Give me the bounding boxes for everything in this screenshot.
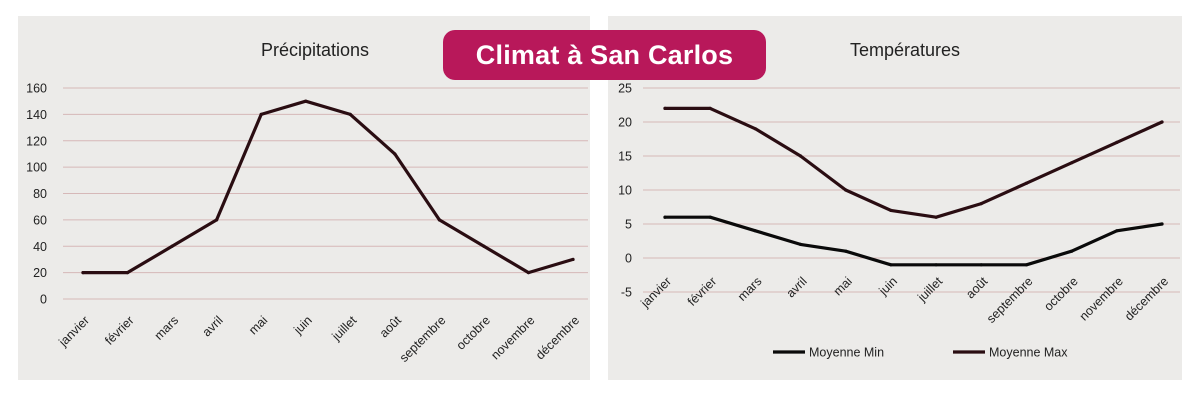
data-point bbox=[1115, 229, 1119, 233]
x-tick-label: novembre bbox=[1077, 274, 1126, 323]
x-tick-label: juillet bbox=[329, 313, 360, 344]
data-point bbox=[526, 271, 531, 275]
y-tick-label: 20 bbox=[33, 266, 47, 280]
series-line-0 bbox=[81, 99, 575, 275]
series-line-1 bbox=[663, 106, 1164, 219]
data-point bbox=[393, 152, 397, 156]
data-point bbox=[1160, 222, 1164, 226]
data-point bbox=[170, 244, 174, 248]
chart-title: Températures bbox=[850, 40, 960, 60]
y-tick-label: 15 bbox=[618, 150, 632, 164]
temperature-chart: Températures -5 0 5 10 15 20 25 janvier février ma… bbox=[618, 40, 1180, 360]
x-tick-label: décembre bbox=[533, 313, 582, 362]
x-tick-label: février bbox=[102, 313, 136, 347]
data-point bbox=[259, 112, 263, 116]
y-tick-label: 40 bbox=[33, 240, 47, 254]
data-point bbox=[1070, 249, 1074, 253]
y-tick-label: 0 bbox=[625, 252, 632, 266]
x-tick-label: avril bbox=[200, 313, 226, 339]
data-point bbox=[215, 218, 219, 222]
x-tick-label: août bbox=[963, 274, 990, 301]
y-tick-label: 5 bbox=[625, 218, 632, 232]
y-tick-label: 60 bbox=[33, 213, 47, 227]
data-point bbox=[708, 106, 712, 110]
data-point bbox=[571, 257, 575, 262]
data-point bbox=[979, 263, 983, 267]
x-tick-label: septembre bbox=[397, 313, 449, 365]
legend-label: Moyenne Max bbox=[989, 346, 1068, 360]
y-tick-label: 20 bbox=[618, 116, 632, 130]
x-tick-label: août bbox=[377, 313, 404, 340]
x-tick-label: octobre bbox=[1041, 274, 1080, 313]
data-point bbox=[304, 99, 308, 103]
data-point bbox=[753, 229, 757, 233]
x-tick-label: novembre bbox=[488, 313, 537, 362]
data-point bbox=[348, 112, 352, 116]
data-point bbox=[482, 244, 486, 248]
data-point bbox=[889, 208, 893, 212]
y-tick-label: 100 bbox=[26, 161, 47, 175]
chart-title: Précipitations bbox=[261, 40, 369, 60]
y-tick-label: 80 bbox=[33, 187, 47, 201]
data-point bbox=[1070, 161, 1074, 165]
data-point bbox=[844, 249, 848, 253]
x-tick-label: avril bbox=[784, 274, 810, 300]
data-point bbox=[798, 242, 803, 246]
x-tick-label: janvier bbox=[55, 313, 92, 350]
y-tick-label: 0 bbox=[40, 293, 47, 307]
data-point bbox=[979, 202, 983, 206]
data-point bbox=[844, 188, 848, 192]
y-tick-label: 140 bbox=[26, 108, 47, 122]
x-tick-label: janvier bbox=[637, 274, 674, 311]
data-point bbox=[663, 106, 667, 110]
y-tick-label: 10 bbox=[618, 184, 632, 198]
x-tick-label: mars bbox=[152, 313, 182, 343]
data-point bbox=[1024, 181, 1029, 185]
y-tick-label: 25 bbox=[618, 82, 632, 96]
data-point bbox=[889, 263, 893, 267]
y-tick-label: 120 bbox=[26, 134, 47, 148]
x-tick-label: juillet bbox=[914, 274, 945, 305]
data-point bbox=[663, 215, 667, 219]
data-point bbox=[708, 215, 712, 219]
x-tick-label: mai bbox=[246, 313, 270, 337]
x-tick-label: septembre bbox=[984, 274, 1036, 326]
data-point bbox=[125, 271, 130, 275]
x-tick-label: mai bbox=[831, 274, 855, 298]
y-tick-label: -5 bbox=[621, 286, 632, 300]
x-tick-label: juin bbox=[876, 274, 900, 298]
x-tick-label: mars bbox=[735, 274, 765, 304]
page-title-banner: Climat à San Carlos bbox=[443, 30, 766, 80]
data-point bbox=[1115, 140, 1119, 144]
data-point bbox=[81, 271, 85, 275]
data-point bbox=[934, 263, 938, 267]
data-point bbox=[437, 218, 441, 222]
data-point bbox=[798, 154, 803, 158]
data-point bbox=[934, 215, 938, 219]
x-tick-label: juin bbox=[290, 313, 314, 337]
data-point bbox=[1024, 263, 1029, 267]
precipitation-chart: Précipitations 0 20 40 60 80 100 120 140 160 janvi… bbox=[26, 40, 588, 365]
x-tick-label: décembre bbox=[1122, 274, 1171, 323]
series-line-0 bbox=[663, 215, 1164, 267]
x-tick-label: octobre bbox=[454, 313, 493, 352]
x-tick-label: février bbox=[685, 274, 719, 308]
data-point bbox=[753, 127, 757, 131]
legend-label: Moyenne Min bbox=[809, 346, 884, 360]
data-point bbox=[1160, 120, 1164, 124]
y-tick-label: 160 bbox=[26, 82, 47, 96]
